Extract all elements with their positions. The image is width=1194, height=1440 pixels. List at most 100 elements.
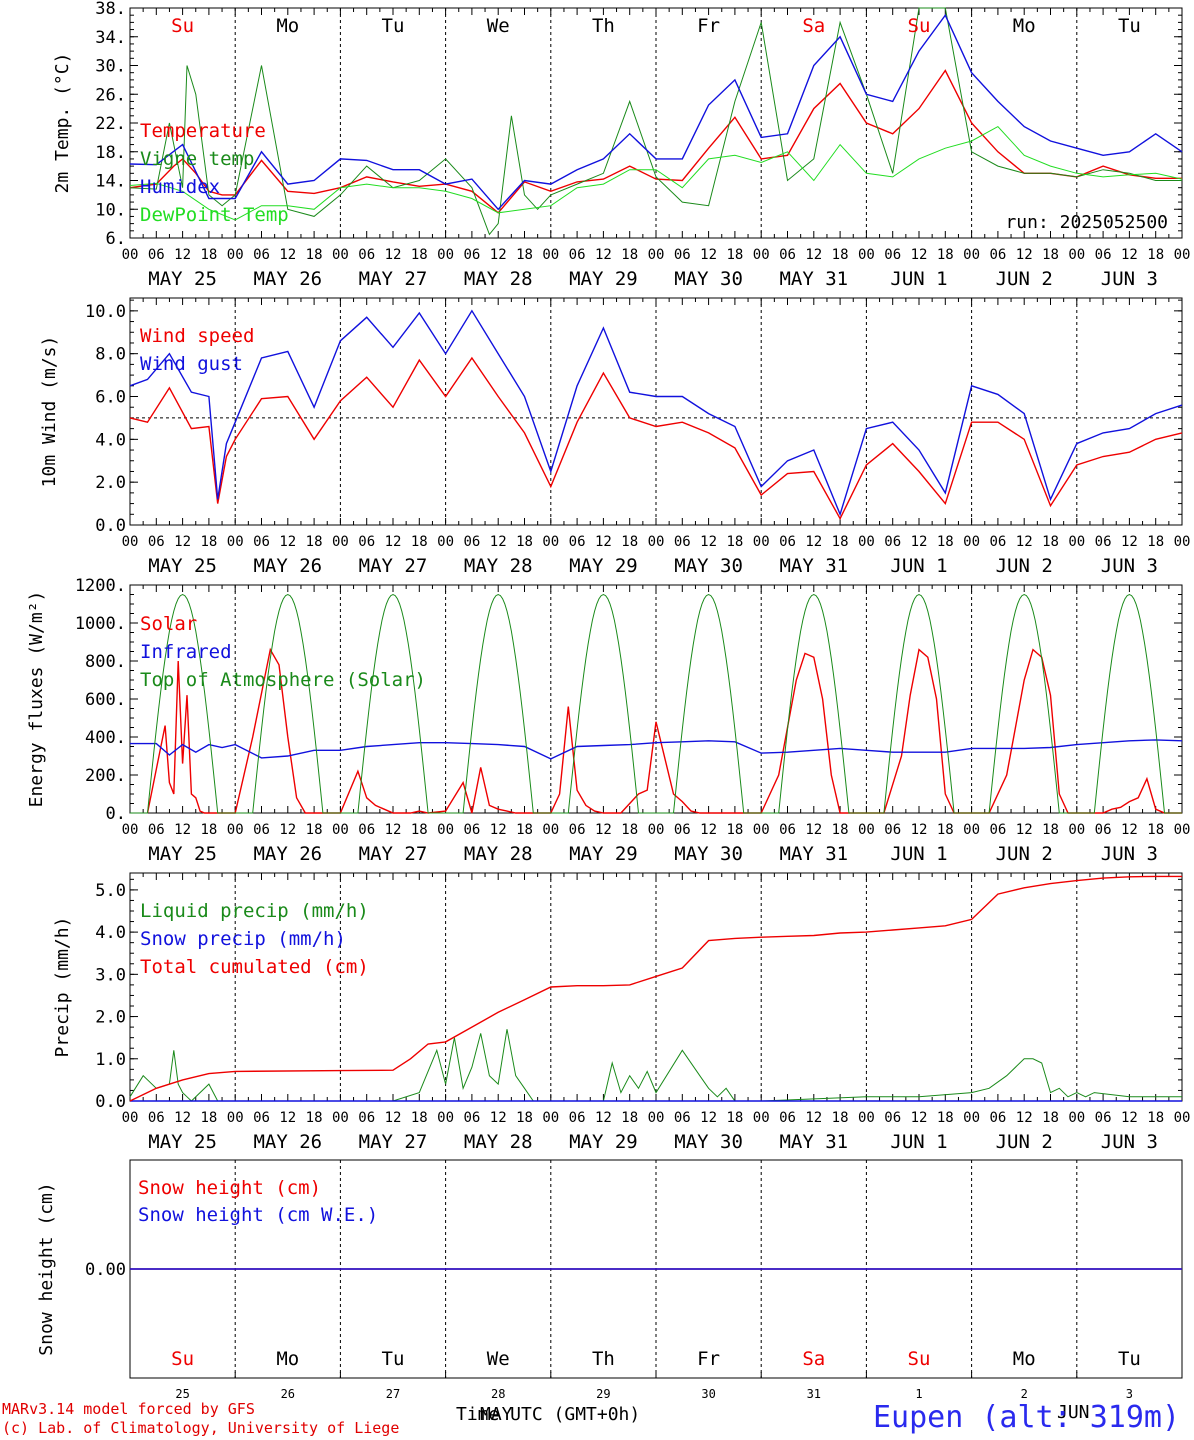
x-hour-label: 18: [200, 1110, 217, 1126]
x-date-label: JUN 3: [1101, 555, 1158, 577]
x-hour-label: 12: [279, 1110, 296, 1126]
x-date-label: JUN 3: [1101, 1131, 1158, 1153]
x-hour-label: 18: [306, 1110, 323, 1126]
x-hour-label: 12: [805, 822, 822, 838]
x-hour-label: 18: [937, 822, 954, 838]
x-hour-label: 00: [648, 822, 665, 838]
y-tick-label: 6.0: [95, 388, 126, 408]
x-date-label: JUN 2: [996, 268, 1053, 290]
x-hour-label: 18: [411, 1110, 428, 1126]
x-hour-label: 00: [963, 1110, 980, 1126]
x-hour-label: 00: [542, 534, 559, 550]
day-number-label: 27: [386, 1387, 400, 1401]
legend-entry: Wind gust: [140, 353, 243, 375]
day-of-week-label: Su: [908, 1348, 931, 1370]
x-hour-label: 00: [1174, 1110, 1191, 1126]
series-line-wind-gust: [129, 309, 1183, 517]
day-number-label: 29: [596, 1387, 610, 1401]
day-of-week-label: Fr: [697, 15, 720, 37]
x-date-label: MAY 29: [569, 843, 638, 865]
x-hour-label: 00: [227, 1110, 244, 1126]
x-hour-label: 18: [726, 534, 743, 550]
x-hour-label: 06: [1095, 822, 1112, 838]
station-label: Eupen (alt: 319m): [872, 1400, 1180, 1435]
day-of-week-label: Mo: [276, 15, 299, 37]
x-hour-label: 06: [884, 247, 901, 263]
series-line-temperature: [129, 69, 1182, 214]
y-tick-label: 800.: [85, 652, 126, 672]
y-tick-label: 30.: [95, 57, 126, 77]
x-hour-label: 06: [779, 534, 796, 550]
x-hour-label: 00: [437, 1110, 454, 1126]
x-hour-label: 18: [1042, 247, 1059, 263]
series-line-humidex: [129, 13, 1183, 211]
y-tick-label: 18.: [95, 143, 126, 163]
x-hour-label: 18: [1147, 247, 1164, 263]
x-hour-label: 12: [700, 822, 717, 838]
x-hour-label: 12: [385, 1110, 402, 1126]
x-hour-label: 06: [674, 822, 691, 838]
legend-entry: Liquid precip (mm/h): [140, 900, 369, 922]
x-hour-label: 06: [148, 247, 165, 263]
x-hour-label: 06: [1095, 247, 1112, 263]
x-hour-label: 12: [279, 247, 296, 263]
x-hour-label: 00: [227, 534, 244, 550]
x-date-label: MAY 25: [148, 555, 217, 577]
x-hour-label: 00: [122, 1110, 139, 1126]
x-hour-label: 00: [1068, 534, 1085, 550]
x-hour-label: 00: [542, 1110, 559, 1126]
day-number-label: 3: [1126, 1387, 1133, 1401]
y-tick-label: 4.0: [95, 923, 126, 943]
y-tick-label: 0.00: [85, 1260, 126, 1280]
x-date-label: MAY 25: [148, 1131, 217, 1153]
x-date-label: JUN 2: [996, 555, 1053, 577]
x-hour-label: 18: [621, 534, 638, 550]
day-of-week-label: We: [487, 15, 510, 37]
x-date-label: MAY 30: [674, 843, 743, 865]
x-hour-label: 18: [621, 822, 638, 838]
x-hour-label: 12: [595, 822, 612, 838]
x-date-label: MAY 31: [779, 843, 848, 865]
x-hour-label: 12: [385, 534, 402, 550]
x-date-label: JUN 1: [890, 268, 947, 290]
x-date-label: JUN 3: [1101, 268, 1158, 290]
series-line-total-cumulated-cm-: [129, 875, 1182, 1102]
series-line-liquid-precip-mm-h-: [129, 1029, 1182, 1102]
x-date-label: MAY 25: [148, 268, 217, 290]
x-hour-label: 18: [621, 1110, 638, 1126]
x-hour-label: 12: [1016, 1110, 1033, 1126]
x-hour-label: 00: [332, 534, 349, 550]
x-date-label: JUN 1: [890, 555, 947, 577]
x-hour-label: 00: [963, 534, 980, 550]
x-hour-label: 12: [1121, 822, 1138, 838]
x-hour-label: 06: [884, 1110, 901, 1126]
y-tick-label: 1200.: [75, 576, 126, 596]
panel-1: [129, 7, 1183, 239]
day-of-week-label: Fr: [697, 1348, 720, 1370]
day-of-week-label: Tu: [1118, 1348, 1141, 1370]
y-axis-label: 10m Wind (m/s): [39, 336, 60, 488]
x-hour-label: 06: [674, 534, 691, 550]
y-tick-label: 1000.: [75, 614, 126, 634]
month-label-may: MAY: [480, 1404, 513, 1425]
legend-entry: Total cumulated (cm): [140, 956, 369, 978]
x-hour-label: 12: [1121, 1110, 1138, 1126]
x-hour-label: 12: [174, 534, 191, 550]
x-date-label: MAY 28: [464, 555, 533, 577]
x-hour-label: 06: [358, 534, 375, 550]
x-hour-label: 00: [753, 822, 770, 838]
x-date-label: MAY 28: [464, 843, 533, 865]
series-line-top-of-atmosphere-solar-: [130, 593, 1182, 814]
x-hour-label: 12: [1121, 534, 1138, 550]
day-of-week-label: Su: [908, 15, 931, 37]
x-hour-label: 06: [989, 1110, 1006, 1126]
y-tick-label: 200.: [85, 766, 126, 786]
x-date-label: JUN 2: [996, 843, 1053, 865]
x-hour-label: 12: [805, 1110, 822, 1126]
day-of-week-label: Su: [171, 15, 194, 37]
x-hour-label: 18: [411, 247, 428, 263]
x-hour-label: 00: [542, 247, 559, 263]
x-hour-label: 18: [516, 822, 533, 838]
day-of-week-label: Su: [171, 1348, 194, 1370]
